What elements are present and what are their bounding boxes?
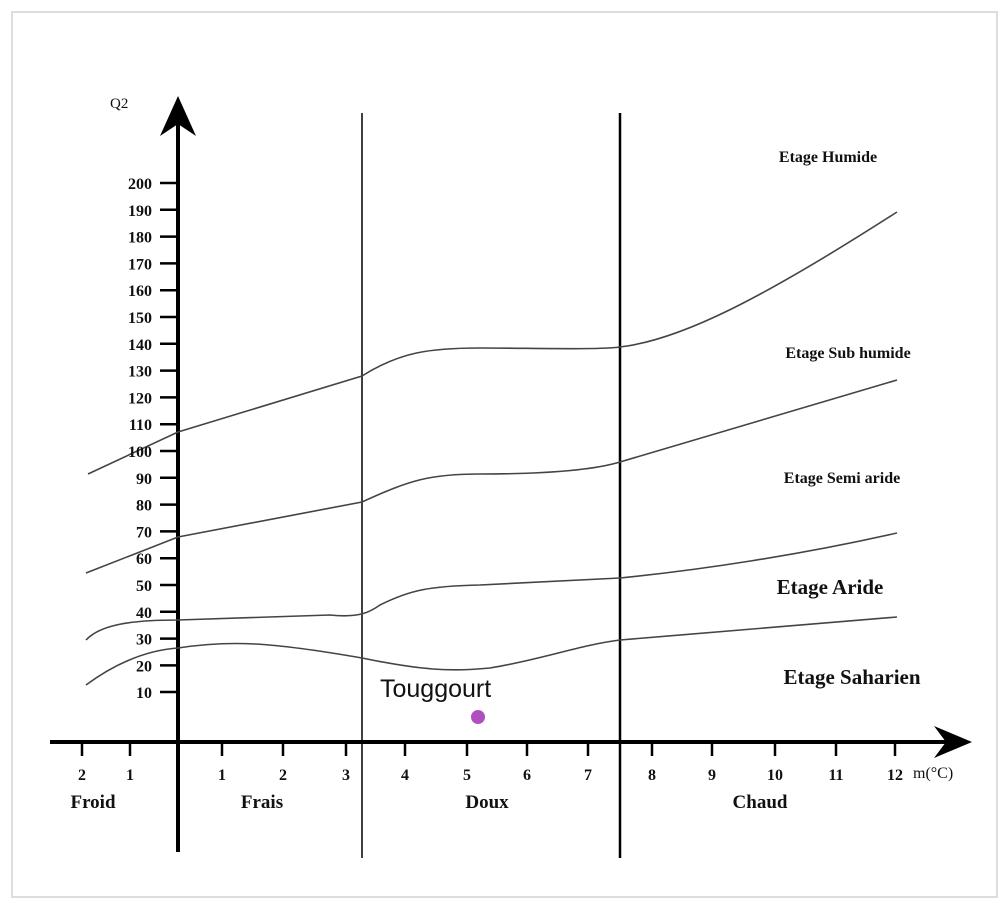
y-arrow [160, 96, 196, 136]
zone-label: Chaud [733, 792, 788, 813]
x-tick-label: 4 [401, 767, 409, 784]
x-tick-label: 6 [523, 767, 531, 784]
y-tick-label: 160 [128, 283, 152, 300]
x-tick-label: 1 [126, 767, 134, 784]
y-label: Q2 [110, 96, 128, 112]
boundary-curve [85, 379, 898, 574]
y-tick-label: 140 [128, 337, 152, 354]
y-tick-label: 60 [136, 551, 152, 568]
x-tick-label: 11 [828, 767, 843, 784]
y-tick-label: 190 [128, 203, 152, 220]
etage-label: Etage Semi aride [784, 470, 900, 487]
y-tick-label: 100 [128, 444, 152, 461]
etage-label: Etage Saharien [783, 665, 920, 689]
zone-label: Frais [241, 792, 283, 813]
x-tick-label: 9 [708, 767, 716, 784]
etage-label: Etage Aride [777, 575, 884, 599]
y-tick-label: 200 [128, 176, 152, 193]
y-tick-label: 90 [136, 471, 152, 488]
etage-label: Etage Humide [779, 149, 877, 166]
y-tick-label: 40 [136, 605, 152, 622]
y-tick-label: 120 [128, 390, 152, 407]
y-tick-label: 70 [136, 524, 152, 541]
x-tick-label: 2 [279, 767, 287, 784]
y-tick-label: 10 [136, 685, 152, 702]
x-tick-label: 12 [887, 767, 903, 784]
y-tick-label: 130 [128, 364, 152, 381]
y-tick-label: 50 [136, 578, 152, 595]
boundary-curve [85, 616, 898, 686]
station-label: Touggourt [380, 675, 491, 703]
boundary-curve [87, 211, 898, 475]
station-point [471, 710, 485, 724]
boundary-curve [85, 532, 898, 641]
zone-label: Doux [465, 792, 509, 813]
y-tick-label: 110 [129, 417, 152, 434]
x-tick-label: 7 [584, 767, 592, 784]
y-tick-label: 20 [136, 658, 152, 675]
x-tick-label: 8 [648, 767, 656, 784]
x-tick-label: 1 [218, 767, 226, 784]
y-tick-label: 30 [136, 632, 152, 649]
x-label: m(°C) [913, 765, 953, 782]
x-tick-label: 2 [78, 767, 86, 784]
x-tick-label: 5 [463, 767, 471, 784]
y-tick-label: 180 [128, 230, 152, 247]
y-tick-label: 170 [128, 256, 152, 273]
x-tick-label: 3 [342, 767, 350, 784]
y-tick-label: 150 [128, 310, 152, 327]
x-arrow [934, 726, 972, 758]
x-tick-label: 10 [767, 767, 783, 784]
zone-label: Froid [70, 792, 115, 813]
frame [11, 11, 998, 898]
y-tick-label: 80 [136, 498, 152, 515]
etage-label: Etage Sub humide [785, 345, 910, 362]
